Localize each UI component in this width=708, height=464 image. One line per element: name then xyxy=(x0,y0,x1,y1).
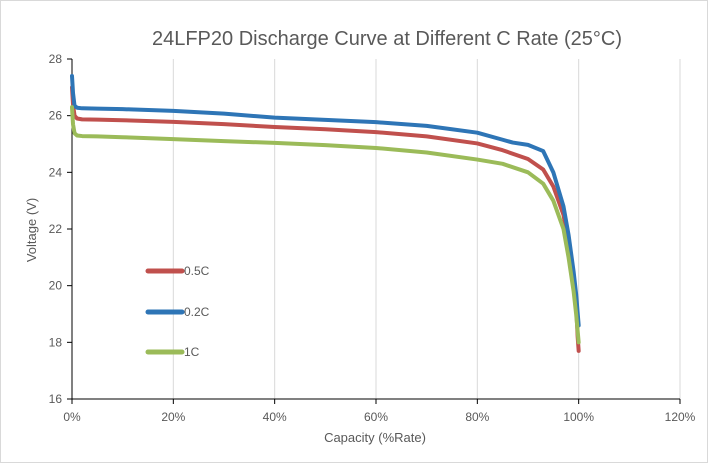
x-tick-label-0: 0% xyxy=(63,410,81,424)
y-axis-label: Voltage (V) xyxy=(24,198,39,262)
axes: 16 18 20 22 24 26 28 0% 20% 40% 60% 80% 100% 120% xyxy=(49,52,696,424)
x-tick-label-3: 60% xyxy=(364,410,388,424)
y-tick-label-5: 26 xyxy=(49,109,63,123)
legend-label-0.2C: 0.2C xyxy=(184,305,210,319)
x-tick-label-2: 40% xyxy=(263,410,287,424)
series-lines xyxy=(70,74,581,353)
x-axis-label: Capacity (%Rate) xyxy=(324,430,426,445)
x-tick-label-1: 20% xyxy=(161,410,185,424)
x-tick-label-6: 120% xyxy=(665,410,696,424)
gridlines xyxy=(172,59,681,399)
y-tick-label-4: 24 xyxy=(49,165,63,179)
legend: 0.5C 0.2C 1C xyxy=(145,264,210,359)
y-tick-label-6: 28 xyxy=(49,52,63,66)
legend-label-0.5C: 0.5C xyxy=(184,264,210,278)
series-line-1C xyxy=(70,105,581,345)
x-tick-label-5: 100% xyxy=(563,410,594,424)
legend-label-1C: 1C xyxy=(184,345,200,359)
x-tick-label-4: 80% xyxy=(465,410,489,424)
series-line-0.2C xyxy=(70,74,581,328)
y-tick-label-3: 22 xyxy=(49,222,63,236)
y-tick-label-1: 18 xyxy=(49,335,63,349)
chart-title: 24LFP20 Discharge Curve at Different C R… xyxy=(152,28,622,50)
y-tick-label-0: 16 xyxy=(49,392,63,406)
y-tick-label-2: 20 xyxy=(49,279,63,293)
